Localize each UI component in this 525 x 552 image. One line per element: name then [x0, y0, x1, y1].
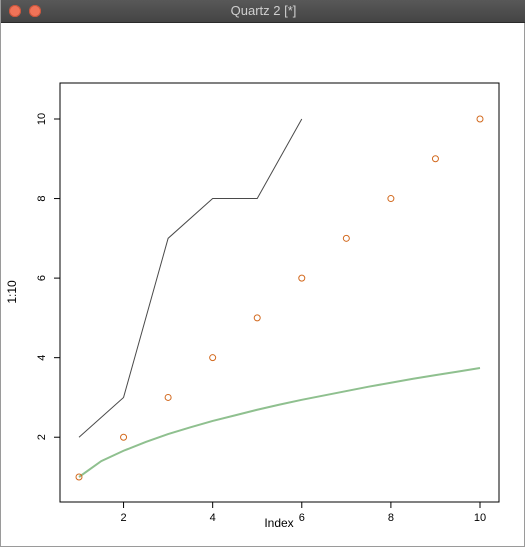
x-axis-label: Index	[264, 516, 293, 530]
series-line	[78, 118, 303, 438]
title-bar[interactable]: Quartz 2 [*]	[1, 0, 525, 23]
series-curve-line	[78, 367, 481, 478]
window-title: Quartz 2 [*]	[230, 3, 297, 18]
x-tick-label: 8	[388, 512, 394, 524]
y-tick-label: 6	[36, 275, 48, 281]
y-axis: 2 4 6 8 10	[36, 113, 61, 440]
series-point	[476, 115, 484, 123]
series-layer	[75, 115, 484, 481]
y-tick-label: 10	[36, 113, 48, 125]
series-point	[209, 354, 217, 362]
y-tick-label: 4	[36, 355, 48, 361]
x-axis: 2 4 6 8 10	[120, 501, 486, 524]
series-point	[164, 393, 172, 401]
series-point	[342, 234, 350, 242]
minimize-button[interactable]	[29, 5, 41, 17]
series-point	[431, 155, 439, 163]
series-point	[120, 433, 128, 441]
close-button[interactable]	[9, 5, 21, 17]
plot-area: 2 4 6 8 10 2 4 6 8 10 Index 1:10	[1, 22, 525, 547]
x-tick-label: 4	[210, 512, 216, 524]
series-point	[298, 274, 306, 282]
y-tick-label: 8	[36, 195, 48, 201]
series-point	[387, 195, 395, 203]
x-tick-label: 10	[474, 512, 486, 524]
x-tick-label: 6	[299, 512, 305, 524]
series-point	[75, 473, 83, 481]
series-point	[253, 314, 261, 322]
y-tick-label: 2	[36, 434, 48, 440]
x-tick-label: 2	[120, 512, 126, 524]
chart: 2 4 6 8 10 2 4 6 8 10 Index 1:10	[5, 82, 500, 530]
y-axis-label: 1:10	[5, 280, 19, 304]
